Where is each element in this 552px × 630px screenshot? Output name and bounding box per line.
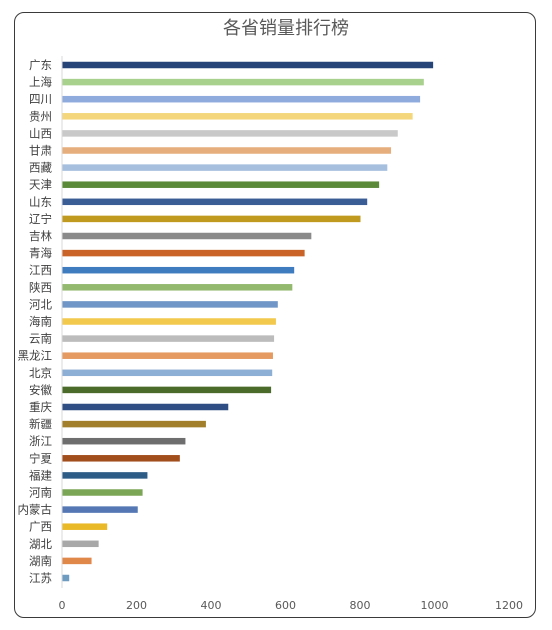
bar-四川 bbox=[62, 95, 421, 103]
category-label: 西藏 bbox=[29, 161, 52, 175]
category-label: 吉林 bbox=[29, 229, 52, 243]
x-tick-label: 1000 bbox=[421, 599, 449, 612]
bar-北京 bbox=[62, 369, 273, 377]
bar-江西 bbox=[62, 266, 295, 274]
category-label: 江西 bbox=[29, 263, 52, 277]
category-label: 山西 bbox=[29, 126, 52, 140]
category-label: 重庆 bbox=[29, 400, 52, 414]
bar-宁夏 bbox=[62, 455, 180, 462]
category-label: 陕西 bbox=[29, 280, 52, 294]
bar-吉林 bbox=[62, 232, 312, 240]
category-label: 广西 bbox=[29, 520, 52, 534]
category-label: 安徽 bbox=[29, 383, 52, 397]
category-label: 河南 bbox=[29, 486, 52, 500]
category-label: 黑龙江 bbox=[18, 349, 53, 363]
category-label: 福建 bbox=[29, 468, 52, 482]
bar-西藏 bbox=[62, 164, 388, 171]
category-label: 云南 bbox=[29, 332, 52, 346]
category-label: 湖南 bbox=[29, 554, 52, 568]
bar-河南 bbox=[62, 489, 143, 496]
x-tick-label: 800 bbox=[350, 599, 371, 612]
category-label: 上海 bbox=[29, 75, 52, 89]
category-label: 海南 bbox=[29, 315, 52, 329]
bar-河北 bbox=[62, 301, 278, 308]
x-tick-label: 200 bbox=[126, 599, 147, 612]
bar-新疆 bbox=[62, 420, 206, 428]
bar-湖南 bbox=[62, 557, 92, 565]
bar-江苏 bbox=[62, 574, 70, 582]
bar-青海 bbox=[62, 249, 305, 257]
bar-贵州 bbox=[62, 113, 413, 120]
bar-辽宁 bbox=[62, 215, 361, 223]
bar-黑龙江 bbox=[62, 352, 273, 359]
category-label: 浙江 bbox=[29, 434, 52, 448]
category-label: 内蒙古 bbox=[18, 503, 53, 517]
category-label: 辽宁 bbox=[29, 212, 52, 226]
category-label: 北京 bbox=[29, 366, 52, 380]
x-tick-label: 1200 bbox=[495, 599, 523, 612]
chart-title: 各省销量排行榜 bbox=[223, 18, 349, 39]
bar-上海 bbox=[62, 78, 424, 86]
category-label: 四川 bbox=[29, 92, 52, 106]
bar-广西 bbox=[62, 523, 108, 530]
bar-湖北 bbox=[62, 540, 99, 548]
bar-山东 bbox=[62, 198, 368, 206]
bar-山西 bbox=[62, 130, 398, 137]
category-label: 宁夏 bbox=[29, 451, 52, 465]
bar-陕西 bbox=[62, 284, 293, 291]
bar-天津 bbox=[62, 181, 380, 188]
bar-甘肃 bbox=[62, 147, 392, 154]
bar-云南 bbox=[62, 335, 275, 342]
x-tick-label: 400 bbox=[201, 599, 222, 612]
category-label: 湖北 bbox=[29, 537, 52, 551]
bar-福建 bbox=[62, 472, 148, 479]
category-label: 河北 bbox=[29, 297, 52, 311]
bar-浙江 bbox=[62, 437, 186, 445]
category-label: 山东 bbox=[29, 195, 52, 209]
category-label: 贵州 bbox=[29, 109, 52, 123]
category-label: 甘肃 bbox=[29, 144, 52, 158]
bar-广东 bbox=[62, 61, 434, 69]
bar-海南 bbox=[62, 318, 276, 325]
x-tick-label: 0 bbox=[59, 599, 66, 612]
category-label: 青海 bbox=[29, 246, 52, 260]
category-label: 广东 bbox=[29, 58, 52, 72]
bar-安徽 bbox=[62, 386, 272, 394]
bar-内蒙古 bbox=[62, 506, 138, 513]
bar-重庆 bbox=[62, 403, 229, 411]
category-label: 江苏 bbox=[29, 571, 52, 585]
x-tick-label: 600 bbox=[275, 599, 296, 612]
category-label: 新疆 bbox=[29, 417, 52, 431]
chart-frame bbox=[14, 12, 536, 618]
category-label: 天津 bbox=[29, 178, 52, 192]
